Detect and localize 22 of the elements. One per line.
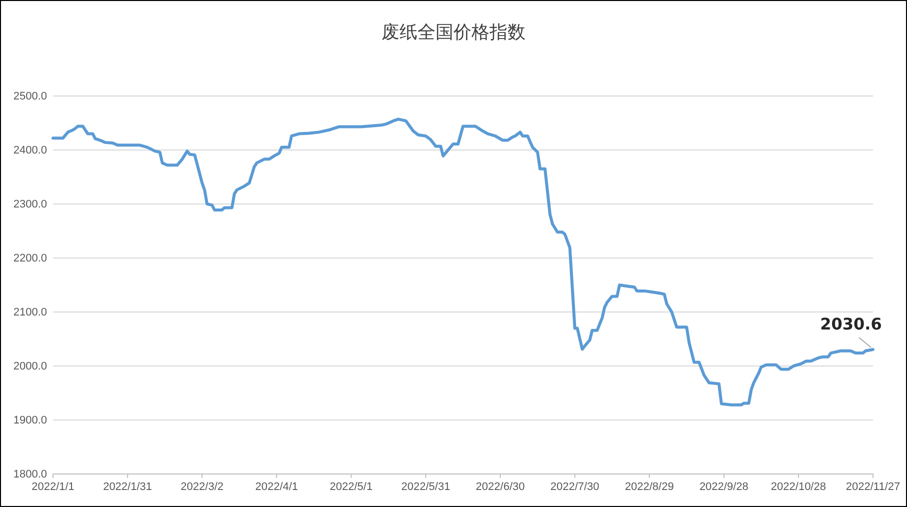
y-tick-label: 2500.0 bbox=[13, 90, 47, 103]
x-tick-label: 2022/3/2 bbox=[180, 480, 224, 493]
x-tick-label: 2022/8/29 bbox=[624, 480, 674, 493]
x-tick-label: 2022/5/1 bbox=[330, 480, 373, 493]
y-tick-label: 2300.0 bbox=[13, 198, 47, 211]
x-tick-label: 2022/1/31 bbox=[103, 480, 152, 493]
x-tick-label: 2022/11/27 bbox=[846, 480, 900, 493]
x-tick-label: 2022/10/28 bbox=[770, 480, 826, 493]
annotation: 2030.6 bbox=[820, 314, 882, 334]
y-tick-label: 2400.0 bbox=[13, 144, 47, 157]
y-tick-label: 1800.0 bbox=[13, 468, 47, 481]
x-tick-label: 2022/9/28 bbox=[699, 480, 748, 493]
y-tick-label: 2200.0 bbox=[13, 252, 47, 265]
y-tick-label: 2000.0 bbox=[13, 360, 47, 373]
chart-title: 废纸全国价格指数 bbox=[382, 22, 526, 43]
x-tick-label: 2022/7/30 bbox=[550, 480, 600, 493]
x-tick-label: 2022/1/1 bbox=[32, 480, 74, 493]
y-tick-label: 1900.0 bbox=[13, 414, 47, 427]
y-tick-label: 2100.0 bbox=[13, 306, 47, 319]
x-tick-label: 2022/5/31 bbox=[401, 480, 450, 493]
x-tick-label: 2022/6/30 bbox=[476, 480, 525, 493]
x-tick-label: 2022/4/1 bbox=[255, 480, 298, 493]
